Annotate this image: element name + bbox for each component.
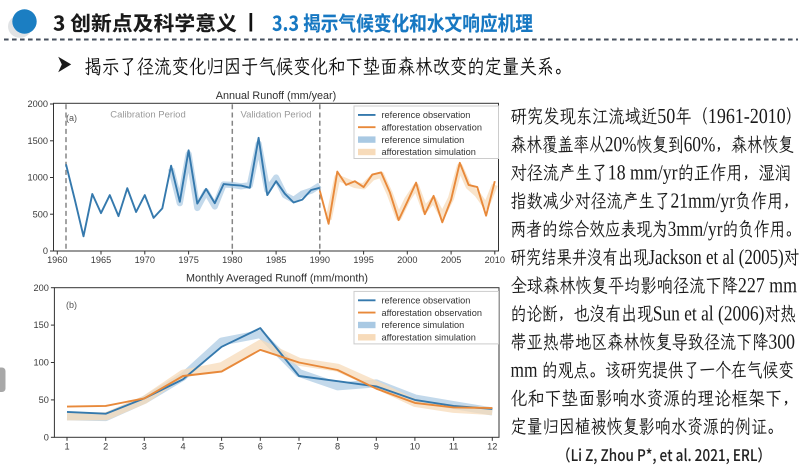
svg-text:(b): (b)	[66, 300, 77, 310]
svg-text:1995: 1995	[353, 255, 373, 265]
svg-text:6: 6	[258, 442, 263, 452]
svg-text:1985: 1985	[266, 255, 286, 265]
svg-text:1960: 1960	[47, 255, 67, 265]
svg-text:500: 500	[33, 209, 48, 219]
svg-text:Calibration Period: Calibration Period	[110, 110, 186, 121]
svg-text:1990: 1990	[310, 255, 330, 265]
svg-text:2: 2	[103, 442, 108, 452]
svg-text:200: 200	[34, 283, 49, 293]
svg-text:1980: 1980	[222, 255, 242, 265]
svg-text:afforestation simulation: afforestation simulation	[382, 147, 476, 157]
svg-text:0: 0	[43, 246, 48, 256]
svg-text:7: 7	[296, 442, 301, 452]
svg-text:reference simulation: reference simulation	[382, 320, 465, 330]
svg-text:5: 5	[219, 442, 224, 452]
svg-text:3: 3	[142, 442, 147, 452]
svg-text:1000: 1000	[28, 173, 48, 183]
svg-text:(a): (a)	[66, 113, 77, 123]
svg-text:1: 1	[64, 442, 69, 452]
svg-text:afforestation observation: afforestation observation	[382, 308, 482, 318]
svg-text:1500: 1500	[28, 136, 48, 146]
svg-text:2000: 2000	[28, 99, 48, 109]
svg-text:10: 10	[410, 442, 420, 452]
svg-text:afforestation observation: afforestation observation	[382, 122, 482, 132]
svg-text:100: 100	[34, 358, 49, 368]
svg-text:reference observation: reference observation	[382, 296, 471, 306]
svg-text:reference simulation: reference simulation	[382, 135, 465, 145]
svg-text:1975: 1975	[178, 255, 198, 265]
svg-text:Annual Runoff (mm/year): Annual Runoff (mm/year)	[216, 90, 336, 102]
svg-text:1970: 1970	[135, 255, 155, 265]
svg-text:8: 8	[335, 442, 340, 452]
svg-text:11: 11	[449, 442, 459, 452]
svg-text:Validation Period: Validation Period	[240, 110, 311, 121]
svg-text:2010: 2010	[485, 255, 505, 265]
svg-text:0: 0	[44, 432, 49, 442]
svg-text:1965: 1965	[91, 255, 111, 265]
svg-text:Monthly Averaged Runoff (mm/mo: Monthly Averaged Runoff (mm/month)	[186, 273, 368, 285]
svg-text:4: 4	[180, 442, 185, 452]
svg-text:12: 12	[487, 442, 497, 452]
svg-text:reference observation: reference observation	[382, 110, 471, 120]
svg-text:2005: 2005	[441, 255, 461, 265]
svg-text:2000: 2000	[397, 255, 417, 265]
svg-text:150: 150	[34, 320, 49, 330]
svg-text:50: 50	[39, 395, 49, 405]
svg-text:afforestation simulation: afforestation simulation	[382, 333, 476, 343]
svg-text:9: 9	[374, 442, 379, 452]
